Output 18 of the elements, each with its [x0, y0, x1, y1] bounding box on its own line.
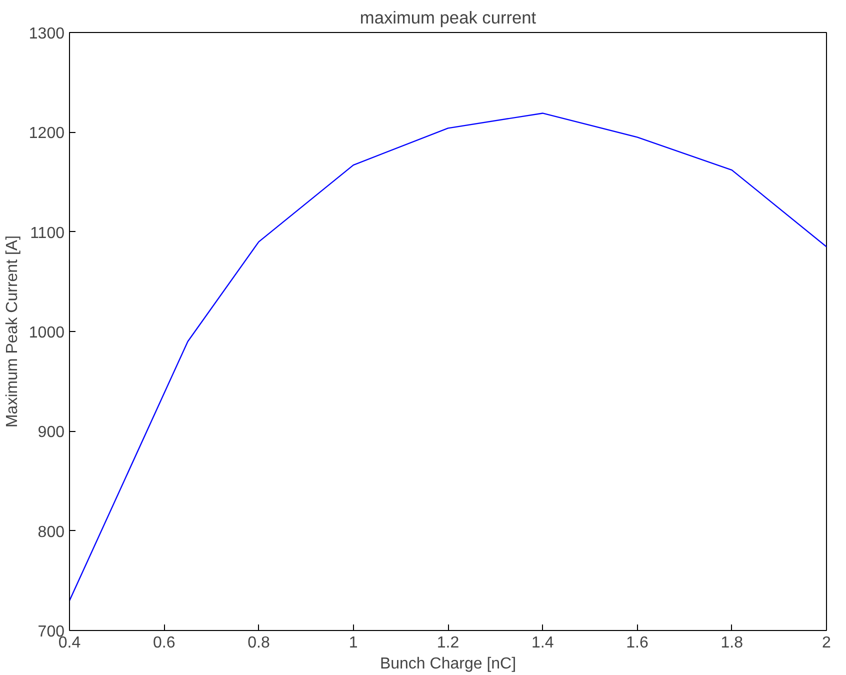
x-tick-label: 0.6 — [153, 634, 176, 652]
x-tick-label: 1.6 — [626, 634, 648, 652]
x-tick-label: 1.8 — [720, 634, 744, 652]
chart-title: maximum peak current — [360, 8, 536, 28]
x-tick-label: 1 — [348, 634, 358, 652]
y-tick-label: 800 — [38, 524, 65, 541]
x-tick-label: 1.2 — [436, 634, 460, 652]
line-series — [70, 112, 826, 602]
y-tick-label: 1300 — [28, 26, 65, 42]
y-tick-label: 1100 — [30, 224, 65, 242]
x-tick-label: 1.4 — [532, 634, 554, 652]
x-tick-label: 2 — [822, 634, 832, 652]
y-tick-label: 1000 — [28, 324, 65, 342]
x-axis-title: Bunch Charge [nC] — [380, 656, 516, 672]
y-tick-label: 1200 — [28, 125, 65, 142]
x-tick-label: 0.8 — [248, 634, 270, 652]
y-tick-label: 900 — [38, 424, 65, 442]
y-axis-title: Maximum Peak Current [A] — [4, 235, 21, 428]
